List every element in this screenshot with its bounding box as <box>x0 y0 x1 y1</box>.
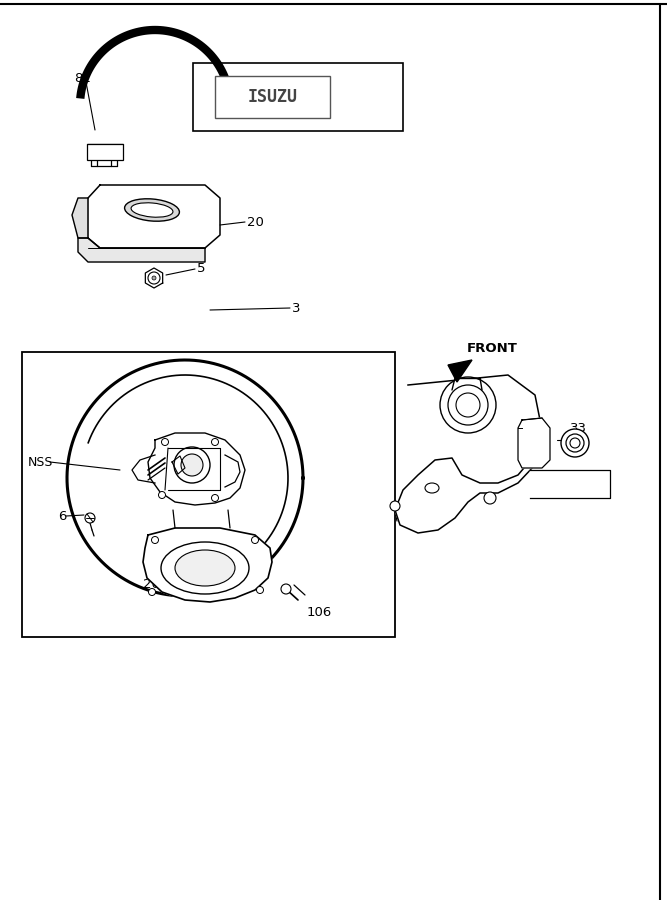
Circle shape <box>281 584 291 594</box>
Circle shape <box>456 393 480 417</box>
Polygon shape <box>143 528 272 602</box>
Text: ISUZU: ISUZU <box>247 88 297 106</box>
Polygon shape <box>395 375 542 533</box>
Circle shape <box>159 491 165 499</box>
Circle shape <box>174 447 210 483</box>
Polygon shape <box>148 433 245 505</box>
Circle shape <box>570 438 580 448</box>
Text: 106: 106 <box>307 606 332 618</box>
Circle shape <box>152 276 156 280</box>
Text: 33: 33 <box>570 421 587 435</box>
Circle shape <box>484 492 496 504</box>
Text: 81: 81 <box>362 91 379 104</box>
Polygon shape <box>530 470 610 498</box>
Ellipse shape <box>175 550 235 586</box>
Circle shape <box>151 536 159 544</box>
Circle shape <box>211 438 219 446</box>
Text: 81: 81 <box>74 71 91 85</box>
Bar <box>193 63 403 131</box>
Text: 30: 30 <box>570 483 587 497</box>
Polygon shape <box>518 418 550 468</box>
Circle shape <box>257 587 263 593</box>
Ellipse shape <box>161 542 249 594</box>
Text: 3: 3 <box>292 302 301 314</box>
Circle shape <box>440 377 496 433</box>
Circle shape <box>390 501 400 511</box>
Text: FRONT: FRONT <box>467 341 518 355</box>
Circle shape <box>181 454 203 476</box>
Text: 26: 26 <box>143 579 160 591</box>
Circle shape <box>251 536 259 544</box>
Circle shape <box>85 513 95 523</box>
Polygon shape <box>145 268 163 288</box>
Circle shape <box>211 494 219 501</box>
Polygon shape <box>88 185 220 248</box>
Text: 5: 5 <box>197 263 205 275</box>
Bar <box>87 144 123 160</box>
Circle shape <box>561 429 589 457</box>
Polygon shape <box>448 360 472 382</box>
Text: 6: 6 <box>58 509 67 523</box>
Ellipse shape <box>125 199 179 221</box>
Bar <box>215 76 330 118</box>
Polygon shape <box>78 238 205 262</box>
Circle shape <box>148 272 160 284</box>
Text: 44: 44 <box>397 507 414 519</box>
Polygon shape <box>72 198 88 238</box>
Circle shape <box>161 438 169 446</box>
Circle shape <box>149 589 155 596</box>
Circle shape <box>448 385 488 425</box>
Ellipse shape <box>131 202 173 217</box>
Bar <box>22 352 395 637</box>
Circle shape <box>566 434 584 452</box>
Ellipse shape <box>425 483 439 493</box>
Text: NSS: NSS <box>28 455 53 469</box>
Text: 20: 20 <box>247 215 264 229</box>
